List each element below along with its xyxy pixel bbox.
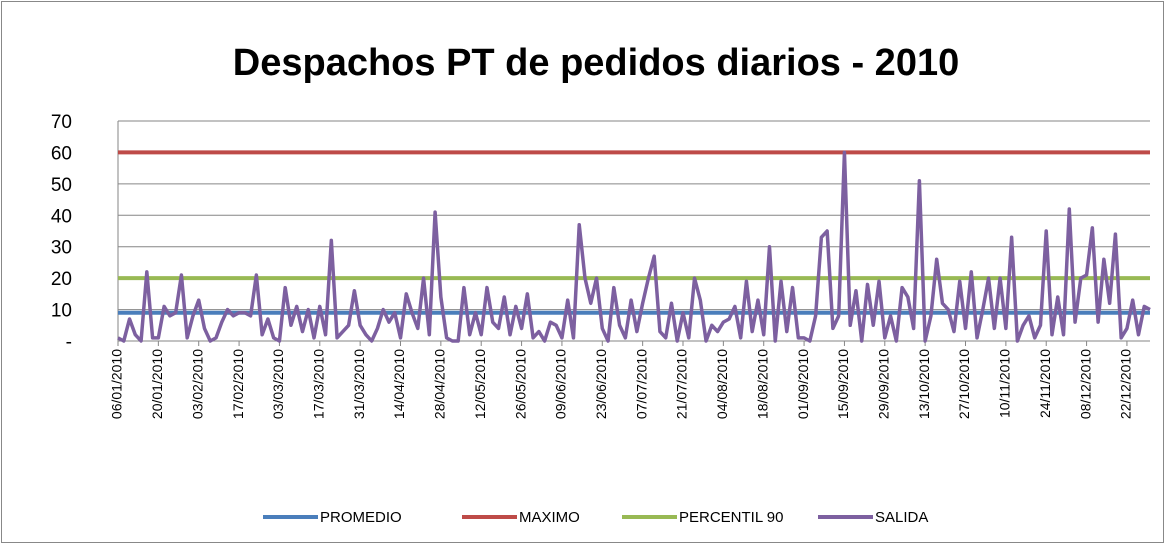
y-tick-label: 30 [51, 238, 72, 259]
y-tick-label: - [66, 332, 72, 353]
x-tick-label: 22/12/2010 [1118, 349, 1134, 419]
x-tick-label: 24/11/2010 [1037, 349, 1053, 418]
chart-title: Despachos PT de pedidos diarios - 2010 [233, 42, 959, 84]
x-tick-label: 29/09/2010 [875, 349, 891, 419]
legend-label: MAXIMO [519, 509, 580, 526]
x-tick-label: 03/03/2010 [270, 349, 286, 419]
x-tick-label: 31/03/2010 [351, 349, 367, 419]
legend-label: PROMEDIO [320, 509, 402, 526]
x-tick-label: 20/01/2010 [149, 349, 165, 419]
x-tick-label: 07/07/2010 [633, 349, 649, 419]
x-tick-label: 26/05/2010 [512, 349, 528, 419]
legend-label: PERCENTIL 90 [679, 509, 783, 526]
x-tick-label: 17/02/2010 [230, 349, 246, 419]
x-tick-label: 03/02/2010 [189, 349, 205, 419]
x-tick-label: 08/12/2010 [1077, 349, 1093, 419]
x-tick-label: 12/05/2010 [472, 349, 488, 419]
x-tick-label: 17/03/2010 [310, 349, 326, 419]
x-tick-label: 09/06/2010 [553, 349, 569, 419]
x-tick-label: 15/09/2010 [835, 349, 851, 419]
x-tick-label: 10/11/2010 [997, 349, 1013, 418]
x-tick-label: 21/07/2010 [674, 349, 690, 419]
x-tick-label: 06/01/2010 [109, 349, 125, 419]
y-tick-label: 40 [51, 206, 72, 227]
legend-label: SALIDA [875, 509, 928, 526]
x-tick-label: 18/08/2010 [754, 349, 770, 419]
y-tick-label: 20 [51, 269, 72, 290]
x-tick-label: 28/04/2010 [432, 349, 448, 419]
x-tick-label: 04/08/2010 [714, 349, 730, 419]
x-tick-label: 27/10/2010 [956, 349, 972, 419]
x-tick-label: 14/04/2010 [391, 349, 407, 419]
x-tick-label: 23/06/2010 [593, 349, 609, 419]
x-tick-label: 13/10/2010 [916, 349, 932, 419]
data-line [117, 150, 1151, 343]
y-tick-label: 50 [51, 175, 72, 196]
x-tick-label: 01/09/2010 [795, 349, 811, 419]
y-tick-label: 70 [51, 112, 72, 133]
y-tick-label: 10 [51, 301, 72, 322]
y-tick-label: 60 [51, 143, 72, 164]
